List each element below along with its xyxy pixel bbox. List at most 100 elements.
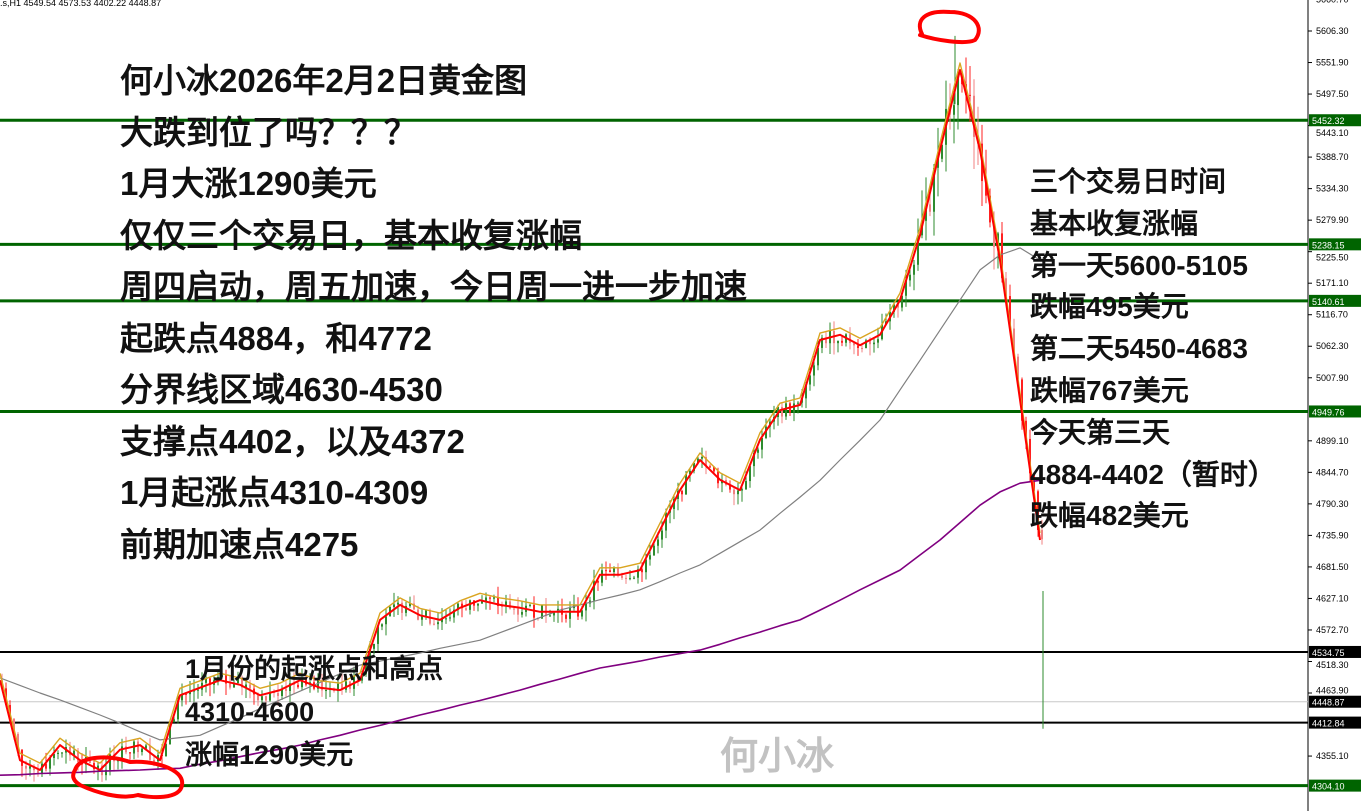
watermark: 何小冰 bbox=[720, 736, 835, 778]
candle-body bbox=[629, 578, 631, 580]
candle-body bbox=[637, 569, 639, 578]
y-tick-label: 5062.30 bbox=[1316, 341, 1349, 351]
candle-body bbox=[1037, 491, 1039, 531]
price-level-tag-label: 5452.32 bbox=[1312, 116, 1345, 126]
candle-body bbox=[449, 617, 451, 619]
candle-body bbox=[569, 608, 571, 619]
price-level-tag bbox=[1309, 405, 1361, 418]
candle-body bbox=[381, 624, 383, 627]
price-level-tag bbox=[1309, 114, 1361, 127]
candle-body bbox=[29, 766, 31, 769]
candle-body bbox=[641, 569, 643, 573]
candle-body bbox=[849, 334, 851, 344]
annotation-line: 基本收复涨幅 bbox=[1030, 207, 1199, 239]
candle-body bbox=[713, 466, 715, 472]
candle-body bbox=[993, 222, 995, 247]
candle-body bbox=[133, 741, 135, 754]
candle-body bbox=[689, 470, 691, 475]
candle-body bbox=[393, 604, 395, 607]
annotation-line: 周四启动，周五加速，今日周一进一步加速 bbox=[120, 268, 747, 305]
candle-body bbox=[441, 618, 443, 623]
annotation-line: 跌幅767美元 bbox=[1030, 374, 1189, 406]
candle-body bbox=[69, 747, 71, 756]
candle-body bbox=[565, 614, 567, 619]
candle-body bbox=[421, 615, 423, 620]
candle-body bbox=[285, 688, 287, 691]
candle-body bbox=[325, 690, 327, 692]
y-tick-label: 5551.90 bbox=[1316, 58, 1349, 68]
annotation-line: 支撑点4402，以及4372 bbox=[120, 422, 465, 460]
candle-body bbox=[741, 489, 743, 491]
candle-body bbox=[477, 603, 479, 606]
candle-body bbox=[397, 602, 399, 605]
annotation-line: 1月份的起涨点和高点 bbox=[185, 654, 444, 684]
candle-body bbox=[625, 577, 627, 579]
candle-body bbox=[661, 530, 663, 540]
price-level-tag bbox=[1309, 294, 1361, 307]
price-level-tag bbox=[1309, 645, 1361, 658]
candle-body bbox=[897, 304, 899, 308]
annotation-line: 前期加速点4275 bbox=[120, 525, 359, 563]
candle-body bbox=[425, 610, 427, 616]
candle-body bbox=[369, 648, 371, 662]
candle-body bbox=[481, 601, 483, 604]
candle-body bbox=[693, 462, 695, 471]
candle-body bbox=[281, 688, 283, 696]
candle-body bbox=[21, 749, 23, 766]
candle-body bbox=[269, 691, 271, 701]
candle-body bbox=[357, 676, 359, 681]
y-tick-label: 5388.70 bbox=[1316, 152, 1349, 162]
ma-mid-line bbox=[0, 247, 1041, 741]
candle-body bbox=[25, 765, 27, 769]
y-tick-label: 5225.50 bbox=[1316, 252, 1349, 262]
candle-body bbox=[781, 406, 783, 417]
price-level-tag-label: 4304.10 bbox=[1312, 782, 1345, 792]
candle-body bbox=[505, 601, 507, 607]
candle-body bbox=[277, 693, 279, 696]
bottom-annotation-block: 1月份的起涨点和高点 4310-4600 涨幅1290美元 bbox=[185, 656, 443, 785]
y-tick-label: 5116.70 bbox=[1316, 310, 1348, 320]
candle-body bbox=[433, 623, 435, 625]
candle-body bbox=[1021, 379, 1023, 421]
candle-body bbox=[493, 597, 495, 599]
candle-body bbox=[37, 770, 39, 773]
candle-body bbox=[217, 676, 219, 681]
candle-body bbox=[729, 484, 731, 490]
candle-body bbox=[377, 626, 379, 644]
y-tick-label: 5007.90 bbox=[1316, 373, 1349, 383]
candle-body bbox=[749, 466, 751, 482]
candle-body bbox=[957, 73, 959, 106]
candle-body bbox=[497, 597, 499, 607]
candle-body bbox=[701, 456, 703, 459]
annotation-line: 三个交易日时间 bbox=[1030, 166, 1227, 197]
candle-body bbox=[621, 575, 623, 578]
y-tick-label: 5334.30 bbox=[1316, 184, 1349, 194]
symbol-ohlc-header: .s,H1 4549.54 4573.53 4402.22 4448.87 bbox=[0, 0, 162, 8]
candle-body bbox=[225, 675, 227, 684]
annotation-line: 4884-4402（暂时） bbox=[1030, 458, 1276, 490]
candle-body bbox=[825, 337, 827, 344]
candle-body bbox=[181, 693, 183, 701]
candle-body bbox=[401, 602, 403, 613]
candle-body bbox=[221, 675, 223, 677]
price-level-tag bbox=[1309, 238, 1361, 251]
candle-body bbox=[257, 694, 259, 701]
candle-body bbox=[249, 684, 251, 689]
candle-body bbox=[341, 683, 343, 690]
candle-body bbox=[913, 264, 915, 275]
candle-body bbox=[953, 105, 955, 115]
candle-body bbox=[185, 693, 187, 695]
candle-body bbox=[609, 570, 611, 573]
candle-body bbox=[785, 403, 787, 417]
candle-body bbox=[657, 539, 659, 546]
candle-body bbox=[549, 615, 551, 617]
candle-body bbox=[345, 681, 347, 690]
candle-body bbox=[337, 683, 339, 692]
candle-body bbox=[865, 340, 867, 349]
candle-body bbox=[61, 752, 63, 754]
annotation-line: 仅仅三个交易日，基本收复涨幅 bbox=[120, 216, 582, 254]
candle-body bbox=[905, 280, 907, 296]
candle-body bbox=[1001, 233, 1003, 279]
candle-body bbox=[597, 581, 599, 583]
